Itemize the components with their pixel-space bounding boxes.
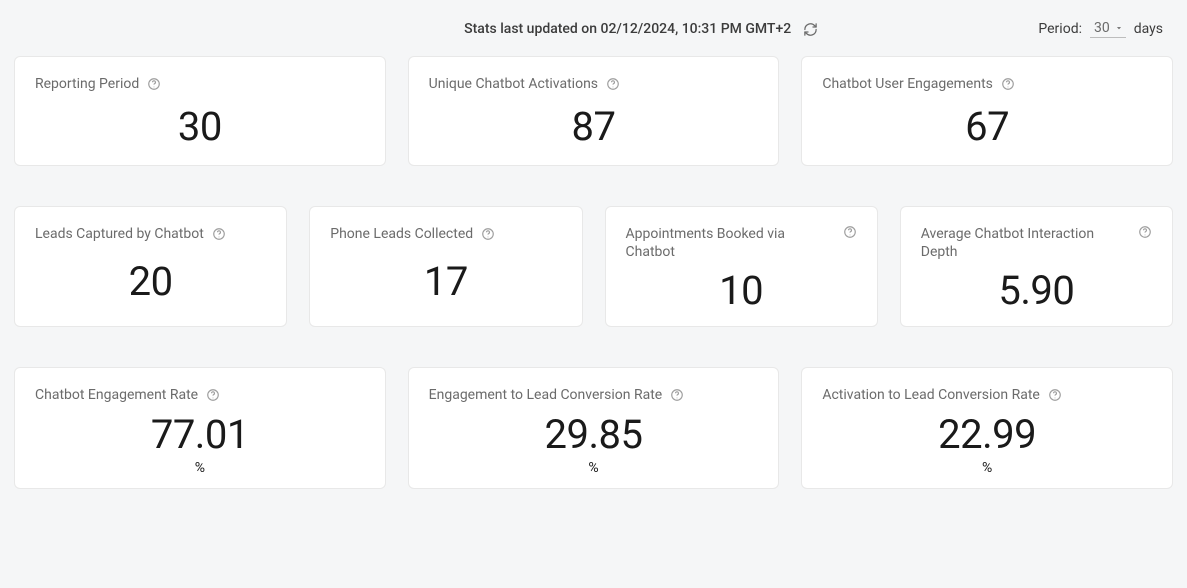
card-unit: % <box>588 460 598 476</box>
period-control: Period: 30 days <box>1038 20 1163 38</box>
period-unit: days <box>1134 21 1163 37</box>
card-leads-captured: Leads Captured by Chatbot 20 <box>14 206 287 327</box>
help-icon[interactable] <box>1048 388 1062 402</box>
card-title: Engagement to Lead Conversion Rate <box>429 386 663 404</box>
stats-updated-text: Stats last updated on 02/12/2024, 10:31 … <box>464 21 791 37</box>
metrics-row-2: Leads Captured by Chatbot 20 Phone Leads… <box>14 206 1173 327</box>
period-value: 30 <box>1094 20 1110 36</box>
card-value: 20 <box>129 258 173 305</box>
card-title: Chatbot Engagement Rate <box>35 386 198 404</box>
chevron-down-icon <box>1114 23 1124 33</box>
help-icon[interactable] <box>206 388 220 402</box>
metrics-row-1: Reporting Period 30 Unique Chatbot Activ… <box>14 56 1173 166</box>
card-reporting-period: Reporting Period 30 <box>14 56 386 166</box>
card-title: Unique Chatbot Activations <box>429 75 598 93</box>
help-icon[interactable] <box>1001 77 1015 91</box>
card-title: Leads Captured by Chatbot <box>35 225 204 243</box>
card-title: Appointments Booked via Chatbot <box>626 225 835 261</box>
card-appointments-booked: Appointments Booked via Chatbot 10 <box>605 206 878 327</box>
card-title: Reporting Period <box>35 75 139 93</box>
help-icon[interactable] <box>481 227 495 241</box>
card-activation-to-lead: Activation to Lead Conversion Rate 22.99… <box>801 367 1173 488</box>
card-title: Phone Leads Collected <box>330 225 473 243</box>
card-value: 87 <box>572 103 616 150</box>
card-unit: % <box>982 460 992 476</box>
period-select[interactable]: 30 <box>1090 20 1126 38</box>
card-title: Average Chatbot Interaction Depth <box>921 225 1130 261</box>
card-value: 22.99 <box>938 411 1036 458</box>
refresh-icon[interactable] <box>803 22 818 37</box>
card-phone-leads: Phone Leads Collected 17 <box>309 206 582 327</box>
card-engagement-to-lead: Engagement to Lead Conversion Rate 29.85… <box>408 367 780 488</box>
card-value: 10 <box>719 267 763 314</box>
help-icon[interactable] <box>147 77 161 91</box>
card-unit: % <box>195 460 205 476</box>
help-icon[interactable] <box>606 77 620 91</box>
card-unique-activations: Unique Chatbot Activations 87 <box>408 56 780 166</box>
card-interaction-depth: Average Chatbot Interaction Depth 5.90 <box>900 206 1173 327</box>
card-value: 67 <box>965 103 1009 150</box>
stats-header: Stats last updated on 02/12/2024, 10:31 … <box>14 14 1173 56</box>
period-label: Period: <box>1038 21 1082 37</box>
card-value: 29.85 <box>545 411 643 458</box>
card-title: Chatbot User Engagements <box>822 75 993 93</box>
card-value: 5.90 <box>998 267 1074 314</box>
card-value: 77.01 <box>151 411 249 458</box>
card-value: 17 <box>424 258 468 305</box>
metrics-row-3: Chatbot Engagement Rate 77.01 % Engageme… <box>14 367 1173 488</box>
help-icon[interactable] <box>670 388 684 402</box>
help-icon[interactable] <box>212 227 226 241</box>
card-user-engagements: Chatbot User Engagements 67 <box>801 56 1173 166</box>
card-title: Activation to Lead Conversion Rate <box>822 386 1040 404</box>
help-icon[interactable] <box>843 225 857 239</box>
card-value: 30 <box>178 103 222 150</box>
card-engagement-rate: Chatbot Engagement Rate 77.01 % <box>14 367 386 488</box>
help-icon[interactable] <box>1138 225 1152 239</box>
